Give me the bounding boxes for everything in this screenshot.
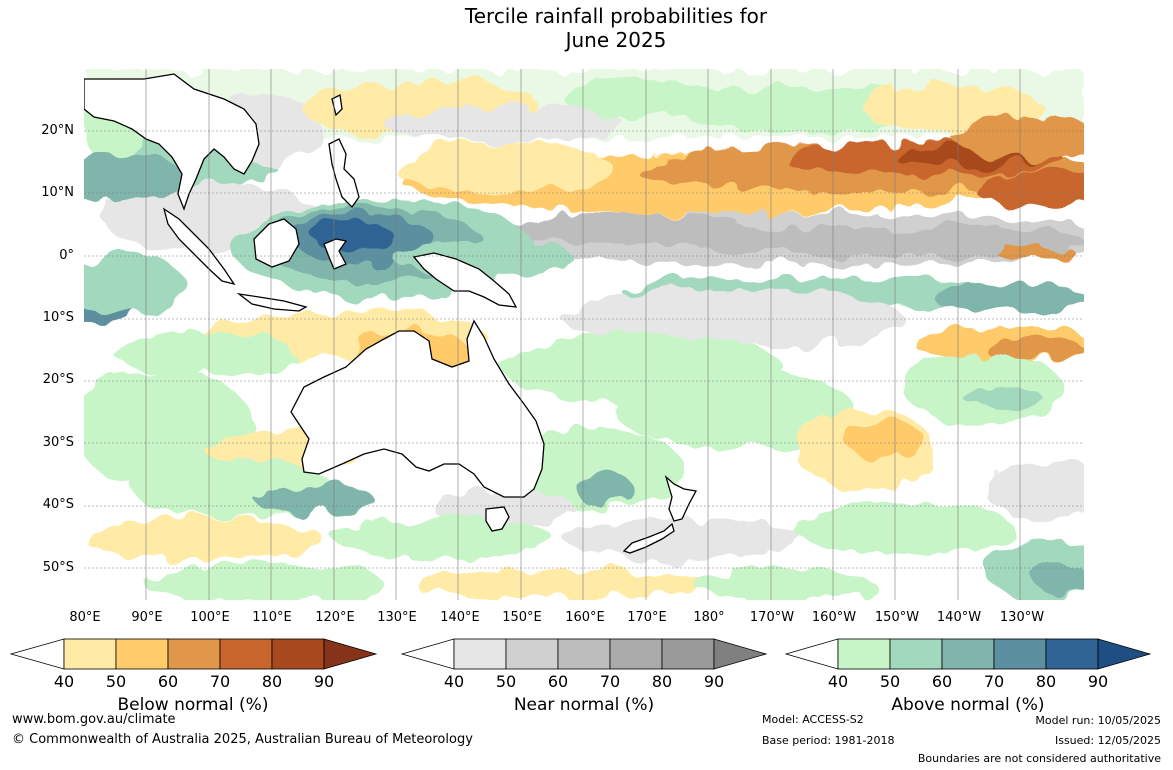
issued-date: Issued: 12/05/2025 bbox=[1054, 734, 1161, 747]
lon-label-150e: 150°E bbox=[502, 610, 542, 625]
near-swatch-40-50 bbox=[453, 638, 507, 670]
lon-label-140w: 140°W bbox=[936, 610, 982, 625]
lat-label-10s: 10°S bbox=[42, 310, 74, 325]
copyright-notice: © Commonwealth of Australia 2025, Austra… bbox=[12, 732, 473, 747]
near-swatch-60-70 bbox=[557, 638, 611, 670]
below-tick-70: 70 bbox=[209, 672, 231, 691]
below-tick-40: 40 bbox=[53, 672, 75, 691]
above-tick-50: 50 bbox=[879, 672, 901, 691]
near-tick-70: 70 bbox=[599, 672, 621, 691]
lon-label-130w: 130°W bbox=[999, 610, 1045, 625]
philippines-outline bbox=[328, 138, 360, 209]
lat-label-20n: 20°N bbox=[41, 123, 74, 138]
lat-label-equator: 0° bbox=[59, 248, 74, 263]
lon-label-90e: 90°E bbox=[131, 610, 163, 625]
map-title: Tercile rainfall probabilities for June … bbox=[0, 4, 1173, 52]
near-tick-60: 60 bbox=[547, 672, 569, 691]
near-swatch-under-40 bbox=[401, 638, 455, 670]
near-tick-90: 90 bbox=[703, 672, 725, 691]
lat-label-10n: 10°N bbox=[41, 185, 74, 200]
below-swatch-over-90 bbox=[323, 638, 378, 670]
lon-label-180: 180° bbox=[693, 610, 725, 625]
probability-field bbox=[84, 69, 1084, 600]
near-normal-label: Near normal (%) bbox=[513, 695, 655, 715]
boundaries-disclaimer: Boundaries are not considered authoritat… bbox=[917, 752, 1161, 765]
lon-label-150w: 150°W bbox=[874, 610, 920, 625]
below-swatch-40-50 bbox=[63, 638, 117, 670]
near-tick-80: 80 bbox=[651, 672, 673, 691]
new-zealand-north-outline bbox=[664, 475, 698, 522]
lat-label-30s: 30°S bbox=[42, 435, 74, 450]
tasmania-outline bbox=[485, 506, 510, 532]
above-swatch-70-80 bbox=[993, 638, 1047, 670]
above-swatch-40-50 bbox=[837, 638, 891, 670]
title-line-1: Tercile rainfall probabilities for bbox=[464, 4, 768, 28]
below-swatch-under-40 bbox=[10, 638, 65, 670]
above-swatch-under-40 bbox=[785, 638, 839, 670]
near-swatch-70-80 bbox=[609, 638, 663, 670]
lat-label-40s: 40°S bbox=[42, 497, 74, 512]
lon-label-170w: 170°W bbox=[749, 610, 795, 625]
new-guinea-outline bbox=[412, 252, 518, 308]
probability-map bbox=[84, 69, 1084, 600]
above-swatch-60-70 bbox=[941, 638, 995, 670]
lon-label-100e: 100°E bbox=[190, 610, 230, 625]
above-tick-70: 70 bbox=[983, 672, 1005, 691]
below-tick-90: 90 bbox=[313, 672, 335, 691]
above-tick-90: 90 bbox=[1087, 672, 1109, 691]
meridians bbox=[145, 69, 1021, 600]
below-normal-label: Below normal (%) bbox=[117, 695, 269, 715]
near-swatch-80-90 bbox=[661, 638, 715, 670]
above-tick-60: 60 bbox=[931, 672, 953, 691]
colorbar-below-normal bbox=[10, 638, 378, 670]
near-tick-50: 50 bbox=[495, 672, 517, 691]
lat-label-20s: 20°S bbox=[42, 372, 74, 387]
above-tick-80: 80 bbox=[1035, 672, 1057, 691]
lon-label-130e: 130°E bbox=[377, 610, 417, 625]
near-swatch-over-90 bbox=[713, 638, 768, 670]
below-swatch-50-60 bbox=[115, 638, 169, 670]
title-line-2: June 2025 bbox=[565, 28, 667, 52]
below-tick-80: 80 bbox=[261, 672, 283, 691]
lon-label-170e: 170°E bbox=[627, 610, 667, 625]
borneo-outline bbox=[253, 218, 300, 268]
sumatra-outline bbox=[162, 207, 236, 286]
lon-label-160e: 160°E bbox=[565, 610, 605, 625]
indochina-outline bbox=[84, 73, 260, 211]
above-swatch-over-90 bbox=[1097, 638, 1152, 670]
above-swatch-50-60 bbox=[889, 638, 943, 670]
model-run-date: Model run: 10/05/2025 bbox=[1035, 714, 1161, 727]
website-link[interactable]: www.bom.gov.au/climate bbox=[12, 712, 176, 727]
lon-label-120e: 120°E bbox=[315, 610, 355, 625]
below-swatch-60-70 bbox=[167, 638, 221, 670]
colorbar-near-normal bbox=[401, 638, 768, 670]
colorbar-above-normal bbox=[785, 638, 1152, 670]
below-swatch-80-90 bbox=[271, 638, 325, 670]
java-outline bbox=[236, 292, 308, 312]
graticule bbox=[84, 130, 1084, 569]
lon-label-160w: 160°W bbox=[811, 610, 857, 625]
above-swatch-80-90 bbox=[1045, 638, 1099, 670]
base-period: Base period: 1981-2018 bbox=[762, 734, 895, 747]
lon-label-80e: 80°E bbox=[69, 610, 101, 625]
above-normal-label: Above normal (%) bbox=[891, 695, 1045, 715]
above-tick-40: 40 bbox=[827, 672, 849, 691]
land-mask bbox=[84, 73, 698, 554]
lon-label-110e: 110°E bbox=[252, 610, 292, 625]
new-zealand-south-outline bbox=[622, 522, 675, 554]
below-tick-50: 50 bbox=[105, 672, 127, 691]
below-swatch-70-80 bbox=[219, 638, 273, 670]
australia-outline bbox=[290, 319, 545, 498]
near-tick-40: 40 bbox=[443, 672, 465, 691]
sulawesi-outline bbox=[323, 238, 348, 270]
near-swatch-50-60 bbox=[505, 638, 559, 670]
lat-label-50s: 50°S bbox=[42, 560, 74, 575]
lon-label-140e: 140°E bbox=[440, 610, 480, 625]
below-tick-60: 60 bbox=[157, 672, 179, 691]
taiwan-outline bbox=[331, 94, 343, 117]
model-name: Model: ACCESS-S2 bbox=[762, 713, 864, 726]
